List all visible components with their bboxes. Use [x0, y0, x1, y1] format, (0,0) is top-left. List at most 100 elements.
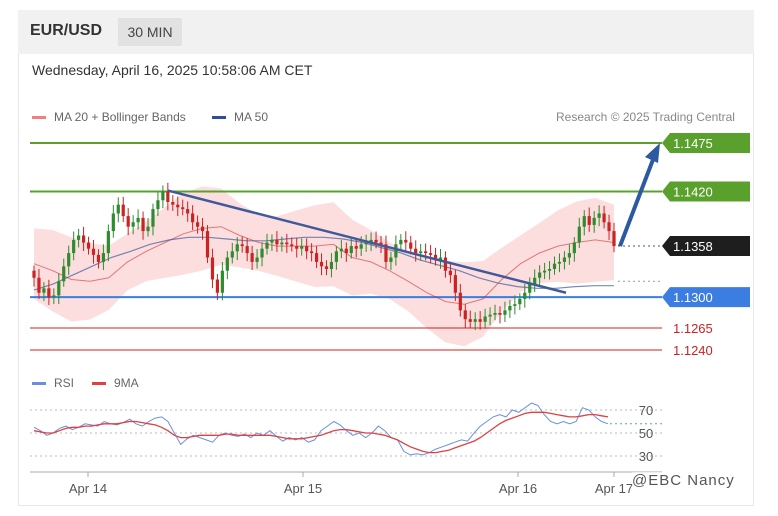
- x-tick-label: Apr 16: [499, 481, 537, 496]
- candle-body: [587, 216, 591, 225]
- candle-body: [176, 204, 180, 208]
- candle-body: [508, 305, 512, 311]
- candle-body: [280, 242, 284, 245]
- candle-body: [438, 257, 443, 261]
- candle-body: [473, 319, 477, 322]
- rsi-legend-label: RSI: [54, 376, 75, 390]
- level-label-support-1: 1.1265: [673, 321, 713, 336]
- candle-body: [310, 251, 314, 254]
- candle-body: [379, 242, 383, 245]
- level-tag-current: [662, 236, 750, 257]
- candle-body: [523, 292, 527, 299]
- candle-body: [260, 248, 264, 258]
- candle-body: [141, 217, 145, 232]
- candle-body: [414, 248, 418, 254]
- candle-body: [295, 246, 299, 249]
- candle-body: [32, 270, 36, 278]
- rsi-tick-30: 30: [639, 449, 653, 464]
- rsi-swatch: [32, 381, 46, 385]
- candle-body: [399, 239, 403, 245]
- ma50-label: MA 50: [234, 110, 269, 124]
- candle-body: [547, 268, 552, 271]
- candle-body: [389, 257, 393, 262]
- candle-body: [161, 191, 165, 201]
- candle-body: [77, 235, 81, 240]
- candle-body: [364, 242, 368, 245]
- candle-body: [230, 251, 234, 258]
- candle-body: [582, 216, 586, 227]
- candle-body: [329, 261, 334, 269]
- candle-body: [533, 277, 537, 284]
- candle-body: [146, 226, 150, 232]
- candle-body: [181, 207, 185, 210]
- candle-body: [285, 242, 289, 245]
- candle-body: [171, 202, 175, 205]
- candle-body: [67, 253, 71, 267]
- level-label-current: 1.1358: [673, 239, 713, 254]
- level-label-resistance-1: 1.1420: [673, 184, 713, 199]
- candle-body: [478, 319, 482, 322]
- candle-body: [339, 248, 343, 252]
- ma50-swatch: [212, 115, 226, 119]
- candle-body: [166, 191, 170, 203]
- candle-body: [255, 257, 259, 262]
- candle-body: [513, 304, 517, 306]
- candle-body: [319, 261, 324, 267]
- candle-body: [567, 253, 571, 258]
- candle-body: [116, 204, 120, 214]
- candle-body: [572, 242, 576, 254]
- candle-body: [443, 257, 448, 271]
- candle-body: [483, 316, 487, 322]
- ma20-label: MA 20 + Bollinger Bands: [54, 110, 186, 124]
- candle-body: [324, 266, 329, 269]
- candle-body: [220, 270, 224, 293]
- candle-body: [101, 253, 106, 262]
- candle-body: [275, 239, 279, 245]
- candle-body: [57, 281, 61, 296]
- candle-body: [354, 246, 358, 249]
- level-label-support-2: 1.1240: [673, 343, 713, 358]
- candle-body: [369, 239, 373, 243]
- candle-body: [136, 217, 140, 223]
- candle-body: [503, 310, 507, 315]
- candle-body: [419, 251, 423, 254]
- candle-body: [111, 213, 115, 232]
- candle-body: [210, 257, 215, 280]
- timeframe-button[interactable]: 30 MIN: [118, 18, 182, 46]
- candle-body: [106, 231, 110, 254]
- candle-body: [334, 251, 338, 262]
- candle-body: [200, 226, 205, 232]
- candle-body: [349, 246, 353, 254]
- rsi-line: [33, 402, 609, 456]
- candle-body: [270, 239, 274, 243]
- candle-body: [577, 226, 581, 243]
- watermark: @EBC Nancy: [632, 472, 735, 489]
- candle-body: [186, 209, 190, 214]
- candle-body: [151, 209, 155, 227]
- candle-body: [453, 275, 457, 293]
- candle-body: [463, 310, 467, 320]
- ma20-swatch: [32, 115, 46, 119]
- x-tick-label: Apr 17: [595, 481, 633, 496]
- ma20-line: [33, 226, 615, 305]
- level-label-pivot: 1.1300: [673, 290, 713, 305]
- candle-body: [552, 263, 557, 269]
- candle-body: [250, 253, 254, 262]
- legend-9ma: 9MA: [92, 376, 139, 390]
- candle-body: [62, 266, 66, 282]
- candle-body: [597, 213, 601, 218]
- candle-body: [96, 254, 101, 262]
- level-tag-pivot: [662, 287, 750, 308]
- candle-body: [394, 244, 398, 258]
- candle-body: [488, 314, 492, 317]
- candle-body: [290, 244, 294, 247]
- candle-body: [409, 242, 413, 249]
- rsi-ma-line: [33, 411, 609, 454]
- candle-body: [592, 217, 596, 225]
- candle-body: [240, 244, 244, 247]
- candle-body: [602, 213, 606, 223]
- level-tag-resistance-1: [662, 181, 750, 202]
- candle-body: [612, 231, 616, 247]
- candle-body: [156, 200, 160, 210]
